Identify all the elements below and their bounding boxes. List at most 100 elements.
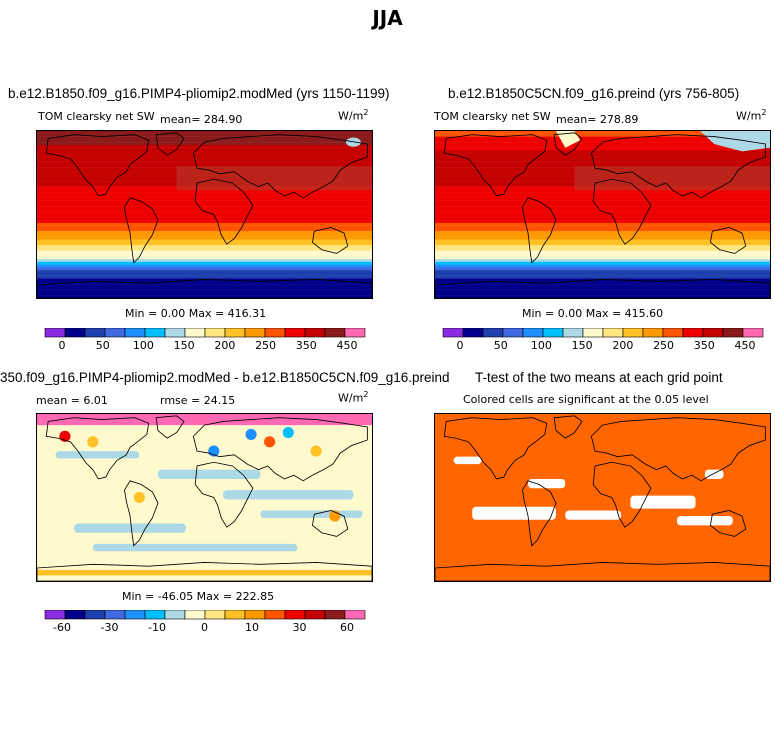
panel1-coast-antarctica (37, 279, 372, 298)
panel3-coast-africa (194, 461, 254, 528)
panel1-band (37, 242, 372, 246)
panel2-band (435, 197, 770, 201)
panel1-band (37, 289, 372, 293)
panel2-band (435, 259, 770, 263)
panel3-title: 350.f09_g16.PIMP4-pliomip2.modMed - b.e1… (0, 370, 450, 385)
panel3-colorbar-tick-label: -10 (148, 621, 166, 634)
panel2-band (435, 286, 770, 290)
panel1-band (37, 272, 372, 276)
panel1-band (37, 267, 372, 271)
panel1-colorbar-swatch (244, 328, 266, 338)
panel2-map (434, 130, 771, 299)
panel1-colorbar-swatch (324, 328, 346, 338)
panel2-band (435, 161, 770, 165)
panel2-band (435, 189, 770, 193)
panel3-colorbar-swatch (124, 610, 146, 620)
panel1-band (37, 239, 372, 243)
panel1-band (37, 147, 372, 151)
panel4-coast-antarctica (435, 562, 770, 581)
panel1-colorbar-tick-label: 0 (59, 339, 66, 352)
panel1-coast-africa (194, 178, 254, 245)
panel2-band (435, 158, 770, 162)
panel4-coast-eurasia (590, 417, 766, 482)
panel2-mean: mean= 278.89 (556, 113, 639, 126)
panel3-negative-band (223, 490, 354, 500)
panel1-band (37, 250, 372, 254)
panel4-significant (435, 414, 770, 581)
panel1-colorbar-swatch (344, 328, 366, 338)
panel3-colorbar-swatch (64, 610, 86, 620)
panel1-band (37, 161, 372, 165)
panel1-variable: TOM clearsky net SW (38, 110, 155, 123)
panel1-band (37, 211, 372, 215)
panel2-band (435, 156, 770, 160)
panel2-band (435, 264, 770, 268)
panel1-band (37, 295, 372, 298)
panel1-map-svg (37, 131, 372, 298)
panel3-southern-band (37, 569, 372, 576)
panel2-band (435, 214, 770, 218)
panel2-band (435, 278, 770, 282)
panel3-anomaly (245, 428, 257, 440)
panel4-not-significant (472, 506, 556, 520)
panel1-band (37, 150, 372, 154)
panel2-variable: TOM clearsky net SW (434, 110, 551, 123)
panel4-title: T-test of the two means at each grid poi… (475, 370, 723, 385)
panel3-coast-north-america (45, 417, 150, 480)
panel1-band (37, 292, 372, 296)
panel1-band (37, 197, 372, 201)
panel2-bands (435, 131, 770, 298)
panel3-negative-band (157, 469, 261, 479)
panel1-band (37, 217, 372, 221)
panel1-band (37, 222, 372, 226)
panel3-anomaly (282, 426, 294, 439)
panel2-colorbar-tick-label: 200 (612, 339, 633, 352)
panel1-minmax: Min = 0.00 Max = 416.31 (125, 307, 267, 320)
panel2-colorbar-tick-label: 0 (457, 339, 464, 352)
panel3-anomaly (264, 436, 276, 448)
panel4-coast-south-america (522, 480, 557, 547)
panel1-band (37, 228, 372, 232)
panel2-band (435, 236, 770, 240)
panel1-band (37, 131, 372, 134)
panel2-band (435, 242, 770, 246)
panel2-colorbar-swatch (522, 328, 544, 338)
panel1-colorbar-swatch (224, 328, 246, 338)
panel2-colorbar-tick-label: 100 (531, 339, 552, 352)
panel1-band (37, 156, 372, 160)
panel2-colorbar-swatch (742, 328, 764, 338)
panel2-title: b.e12.B1850C5CN.f09_g16.preind (yrs 756-… (448, 86, 740, 101)
panel1-colorbar-swatch (104, 328, 126, 338)
panel2-band (435, 250, 770, 254)
panel3-colorbar-tick-label: 60 (340, 621, 354, 634)
panel3-colorbar-swatch (104, 610, 126, 620)
panel1-band (37, 203, 372, 207)
panel2-band (435, 153, 770, 157)
panel2-colorbar-swatch (502, 328, 524, 338)
panel1-band (37, 236, 372, 240)
panel1-map (36, 130, 373, 299)
panel4-map (434, 413, 771, 582)
panel1-colorbar-tick-label: 450 (337, 339, 358, 352)
panel1-band (37, 261, 372, 265)
panel1-colorbar-swatch (304, 328, 326, 338)
panel2-band (435, 211, 770, 215)
panel4-map-svg (435, 414, 770, 581)
panel2-coast-africa (592, 178, 652, 245)
panel2-colorbar-swatch (482, 328, 504, 338)
panel3-coast-australia (311, 510, 349, 537)
panel1-band (37, 245, 372, 249)
panel2-band (435, 281, 770, 285)
panel2-band (435, 267, 770, 271)
panel2-coast-greenland (553, 132, 583, 156)
panel2-band (435, 253, 770, 257)
panel2-map-svg (435, 131, 770, 298)
panel1-colorbar-swatch (124, 328, 146, 338)
panel2-coast-australia (709, 227, 747, 254)
panel1-band (37, 144, 372, 148)
panel2-band (435, 133, 770, 137)
panel3-negative-band (55, 451, 140, 459)
panel3-coast-eurasia (192, 417, 368, 482)
panel3-colorbar-tick-label: -60 (53, 621, 71, 634)
panel1-band (37, 200, 372, 204)
